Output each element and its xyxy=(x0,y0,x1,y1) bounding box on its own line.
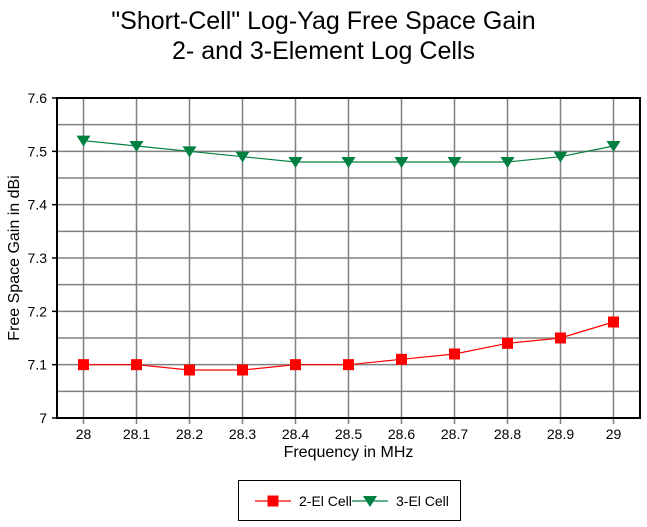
legend: 2-El Cell 3-El Cell xyxy=(238,480,461,521)
data-point-triangle-down xyxy=(129,141,144,152)
y-axis-label: Free Space Gain in dBi xyxy=(6,175,23,340)
data-point-square xyxy=(502,337,513,349)
data-point-square xyxy=(78,359,89,371)
x-tick-label: 28.3 xyxy=(229,426,256,442)
plot-frame xyxy=(56,97,641,419)
x-tick-label: 28.6 xyxy=(388,426,415,442)
data-point-square xyxy=(131,359,142,371)
y-tick-label: 7.5 xyxy=(28,143,48,159)
data-point-square xyxy=(184,364,195,376)
chart-title-line-1: "Short-Cell" Log-Yag Free Space Gain xyxy=(111,7,536,35)
chart-title-line-2: 2- and 3-Element Log Cells xyxy=(172,37,475,65)
data-point-square xyxy=(343,359,354,371)
legend-label-1: 3-El Cell xyxy=(396,493,449,509)
y-tick-label: 7 xyxy=(39,410,47,426)
y-tick-label: 7.6 xyxy=(28,90,48,106)
x-tick-label: 28.2 xyxy=(176,426,203,442)
x-tick-label: 28.1 xyxy=(123,426,150,442)
x-tick-label: 28.4 xyxy=(282,426,309,442)
data-point-triangle-down xyxy=(288,157,303,168)
y-tick-label: 7.4 xyxy=(28,197,48,213)
legend-marker-1 xyxy=(363,496,377,507)
x-tick-label: 28.9 xyxy=(547,426,574,442)
data-point-triangle-down xyxy=(447,157,462,168)
data-point-triangle-down xyxy=(235,151,250,163)
data-point-square xyxy=(290,359,301,371)
data-point-square xyxy=(449,348,460,360)
data-point-square xyxy=(555,332,566,344)
x-tick-label: 28.5 xyxy=(335,426,362,442)
y-tick-label: 7.2 xyxy=(28,303,48,319)
data-point-triangle-down xyxy=(182,146,197,158)
y-tick-label: 7.3 xyxy=(28,250,48,266)
data-point-triangle-down xyxy=(76,135,91,147)
x-tick-label: 28 xyxy=(76,426,92,442)
data-point-triangle-down xyxy=(394,157,409,168)
legend-marker-0 xyxy=(267,495,279,507)
x-tick-label: 28.7 xyxy=(441,426,468,442)
data-point-triangle-down xyxy=(500,157,515,168)
legend-marks: 2-El Cell 3-El Cell xyxy=(255,493,449,509)
data-point-triangle-down xyxy=(341,157,356,168)
data-point-triangle-down xyxy=(553,151,568,163)
x-axis-label: Frequency in MHz xyxy=(284,444,414,461)
data-point-square xyxy=(608,316,619,328)
legend-label-0: 2-El Cell xyxy=(299,493,352,509)
data-point-square xyxy=(396,353,407,365)
data-point-triangle-down xyxy=(606,141,621,152)
data-point-square xyxy=(237,364,248,376)
y-tick-label: 7.1 xyxy=(28,357,48,373)
x-tick-label: 29 xyxy=(606,426,622,442)
x-tick-label: 28.8 xyxy=(494,426,521,442)
